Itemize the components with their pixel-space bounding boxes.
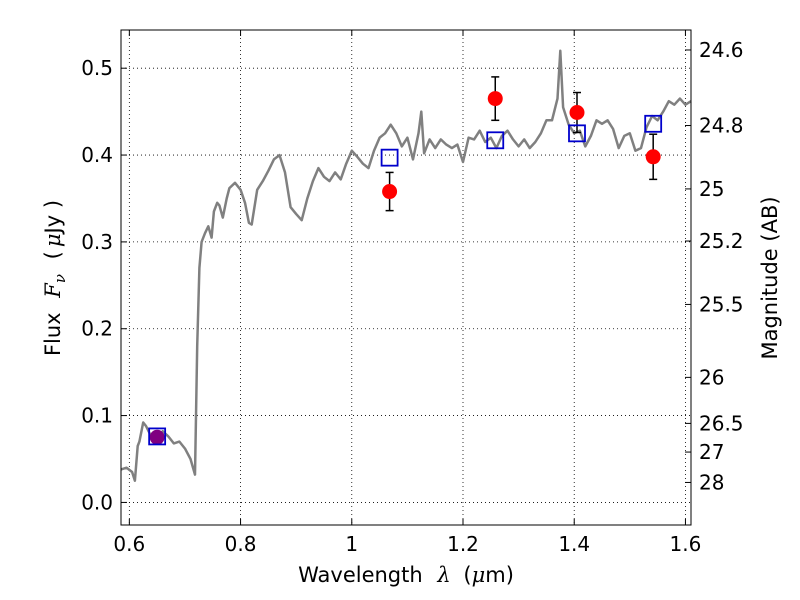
y-tick-label: 0.4 (81, 143, 113, 167)
y-axis-unit-rest: Jy ) (41, 200, 65, 236)
y-tick-label: 0.5 (81, 56, 113, 80)
x-tick-label: 0.6 (113, 532, 145, 556)
y-axis-symbol: F (41, 282, 65, 299)
model-square (380, 148, 399, 167)
grid-lines (121, 30, 691, 525)
model-squares (148, 114, 663, 446)
y2-axis-label: Magnitude (AB) (758, 196, 782, 359)
observed-point (149, 429, 165, 445)
x-tick-label: 1.4 (558, 532, 590, 556)
y-tick-labels: 0.0 0.1 0.2 0.3 0.4 0.5 (81, 56, 113, 514)
x-axis-symbol: λ (436, 563, 450, 587)
y2-tick-label: 27 (699, 440, 724, 464)
spectrum-line (120, 49, 692, 482)
x-tick-label: 1.2 (447, 532, 479, 556)
observed-point (487, 91, 503, 107)
y2-tick-label: 26.5 (699, 411, 744, 435)
model-square (644, 114, 663, 133)
axis-ticks (121, 30, 691, 525)
x-tick-label: 1.6 (670, 532, 702, 556)
y-axis-unit-mu: μ (41, 233, 65, 247)
spectrum-series (120, 49, 692, 482)
x-axis-unit-open: ( (463, 563, 471, 587)
y-axis-unit-open: ( (41, 251, 65, 259)
x-axis-unit-mu: μ (472, 563, 486, 587)
y2-tick-label: 25.2 (699, 229, 744, 253)
observed-points (149, 91, 661, 445)
x-tick-labels: 0.6 0.8 1 1.2 1.4 1.6 (113, 532, 701, 556)
error-bars (153, 76, 658, 444)
y2-tick-label: 24.6 (699, 38, 744, 62)
model-square (568, 124, 586, 143)
y-tick-label: 0.0 (81, 490, 113, 514)
y2-tick-label: 28 (699, 470, 724, 494)
y2-tick-labels: 24.6 24.8 25 25.2 25.5 26 26.5 27 28 (699, 38, 744, 494)
y2-tick-label: 24.8 (699, 114, 744, 138)
y-axis-label: Flux Fν ( μJy ) (41, 200, 70, 356)
plot-frame (120, 29, 692, 526)
y-tick-label: 0.1 (81, 404, 113, 428)
y2-tick-label: 25 (699, 177, 724, 201)
x-axis-label: Wavelength λ (μm) (298, 563, 514, 587)
y2-tick-label: 26 (699, 365, 724, 389)
model-square (486, 131, 505, 150)
observed-point (382, 184, 398, 200)
y-axis-subscript: ν (51, 274, 69, 283)
x-axis-label-text: Wavelength (298, 563, 423, 587)
x-tick-label: 0.8 (225, 532, 257, 556)
model-square (148, 427, 167, 446)
x-axis-unit-rest: m) (485, 563, 514, 587)
y-tick-label: 0.3 (81, 230, 113, 254)
y-tick-label: 0.2 (81, 317, 113, 341)
observed-point (569, 105, 585, 120)
observed-point (645, 149, 661, 165)
y-axis-label-text: Flux (41, 312, 65, 356)
x-tick-label: 1 (345, 532, 358, 556)
y2-tick-label: 25.5 (699, 292, 744, 316)
